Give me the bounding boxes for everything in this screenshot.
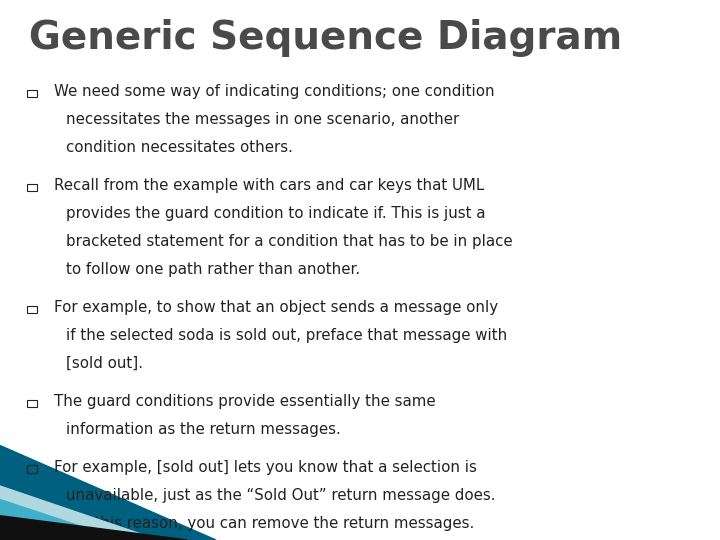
Text: Generic Sequence Diagram: Generic Sequence Diagram — [29, 19, 622, 57]
Text: We need some way of indicating conditions; one condition: We need some way of indicating condition… — [54, 84, 495, 99]
Text: provides the guard condition to indicate if. This is just a: provides the guard condition to indicate… — [66, 206, 486, 221]
Text: condition necessitates others.: condition necessitates others. — [66, 140, 293, 155]
Text: Recall from the example with cars and car keys that UML: Recall from the example with cars and ca… — [54, 178, 485, 193]
Polygon shape — [0, 500, 122, 540]
Polygon shape — [0, 486, 158, 540]
Text: bracketed statement for a condition that has to be in place: bracketed statement for a condition that… — [66, 234, 513, 249]
Text: The guard conditions provide essentially the same: The guard conditions provide essentially… — [54, 394, 436, 409]
Text: necessitates the messages in one scenario, another: necessitates the messages in one scenari… — [66, 112, 459, 127]
Text: [sold out].: [sold out]. — [66, 356, 143, 371]
Text: if the selected soda is sold out, preface that message with: if the selected soda is sold out, prefac… — [66, 328, 508, 343]
Text: For example, to show that an object sends a message only: For example, to show that an object send… — [54, 300, 498, 315]
Text: For example, [sold out] lets you know that a selection is: For example, [sold out] lets you know th… — [54, 460, 477, 475]
Polygon shape — [0, 446, 216, 540]
Polygon shape — [0, 516, 187, 540]
Text: unavailable, just as the “Sold Out” return message does.: unavailable, just as the “Sold Out” retu… — [66, 488, 496, 503]
Text: For this reason, you can remove the return messages.: For this reason, you can remove the retu… — [66, 516, 474, 531]
Text: information as the return messages.: information as the return messages. — [66, 422, 341, 437]
Text: to follow one path rather than another.: to follow one path rather than another. — [66, 262, 361, 277]
